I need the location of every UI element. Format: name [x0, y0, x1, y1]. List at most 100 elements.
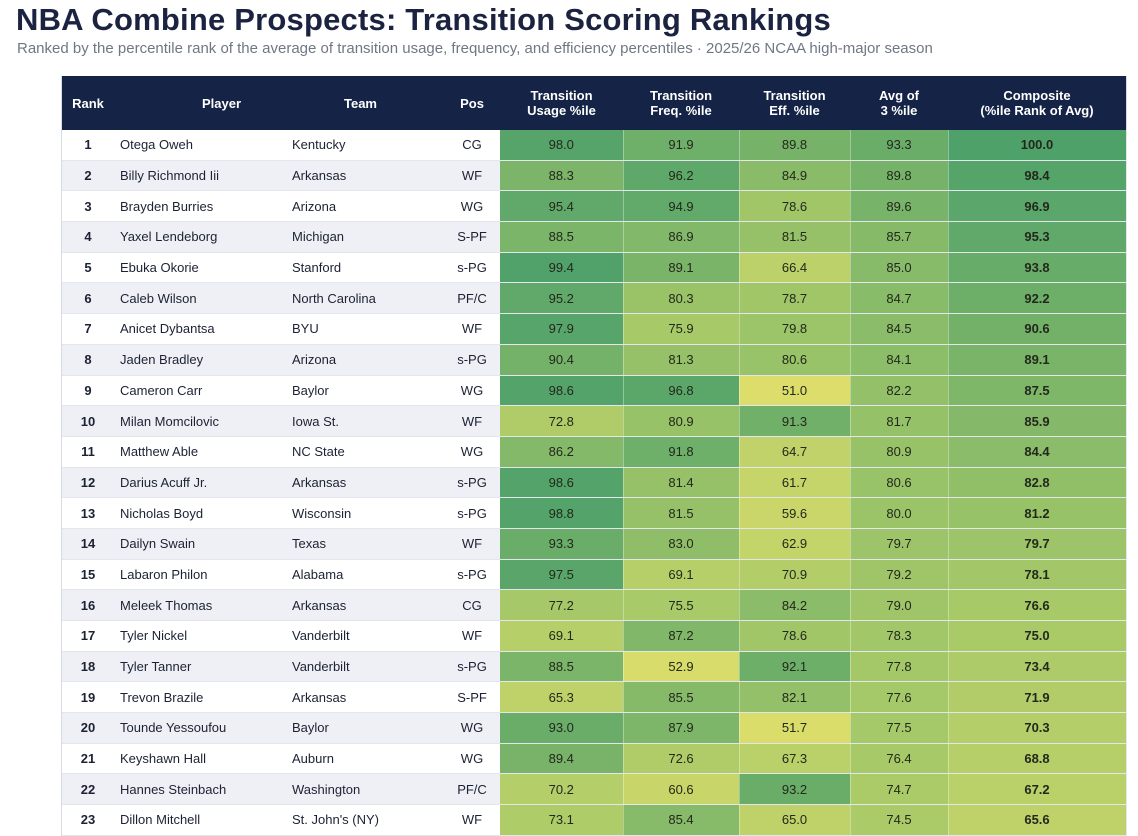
column-header-rank[interactable]: Rank — [62, 76, 114, 130]
cell-avg: 84.7 — [850, 282, 949, 315]
cell-player: Ebuka Okorie — [114, 252, 286, 284]
cell-comp: 98.4 — [948, 160, 1127, 192]
cell-team: Washington — [286, 773, 444, 806]
cell-rank: 18 — [62, 651, 114, 683]
table-row[interactable]: 20 Tounde Yessoufou Baylor WG 93.0 87.9 51.7 77… — [62, 712, 1127, 744]
table-row[interactable]: 2 Billy Richmond Iii Arkansas WF 88.3 96.2 84.… — [62, 160, 1127, 192]
cell-freq: 52.9 — [623, 651, 740, 683]
cell-team: Arkansas — [286, 160, 444, 192]
cell-player: Tyler Tanner — [114, 651, 286, 683]
cell-pos: s-PG — [444, 651, 500, 683]
table-row[interactable]: 8 Jaden Bradley Arizona s-PG 90.4 81.3 80.6 84.… — [62, 344, 1127, 376]
cell-eff: 61.7 — [739, 467, 851, 499]
cell-freq: 96.8 — [623, 375, 740, 407]
cell-pos: WG — [444, 743, 500, 775]
cell-pos: CG — [444, 589, 500, 621]
cell-freq: 60.6 — [623, 773, 740, 806]
cell-avg: 74.5 — [850, 804, 949, 836]
cell-freq: 75.5 — [623, 589, 740, 621]
table-row[interactable]: 13 Nicholas Boyd Wisconsin s-PG 98.8 81.5 59.6… — [62, 497, 1127, 529]
cell-avg: 80.9 — [850, 436, 949, 468]
cell-pos: WF — [444, 405, 500, 437]
cell-avg: 82.2 — [850, 375, 949, 407]
column-header-line2: (%ile Rank of Avg) — [980, 103, 1094, 118]
cell-usage: 86.2 — [500, 436, 624, 468]
table-row[interactable]: 7 Anicet Dybantsa BYU WF 97.9 75.9 79.8 84.5 90.… — [62, 313, 1127, 345]
cell-pos: PF/C — [444, 773, 500, 806]
cell-rank: 3 — [62, 190, 114, 223]
cell-usage: 98.8 — [500, 497, 624, 529]
cell-player: Matthew Able — [114, 436, 286, 468]
cell-player: Otega Oweh — [114, 130, 286, 161]
cell-freq: 87.2 — [623, 620, 740, 652]
table-row[interactable]: 9 Cameron Carr Baylor WG 98.6 96.8 51.0 82.2 87.… — [62, 375, 1127, 407]
cell-usage: 97.5 — [500, 559, 624, 591]
cell-comp: 78.1 — [948, 559, 1127, 591]
table-row[interactable]: 10 Milan Momcilovic Iowa St. WF 72.8 80.9 91.3… — [62, 405, 1127, 437]
cell-avg: 78.3 — [850, 620, 949, 652]
table-row[interactable]: 5 Ebuka Okorie Stanford s-PG 99.4 89.1 66.4 85.… — [62, 252, 1127, 284]
cell-rank: 19 — [62, 681, 114, 714]
table-row[interactable]: 21 Keyshawn Hall Auburn WG 89.4 72.6 67.3 76.4 6… — [62, 743, 1127, 775]
cell-pos: WF — [444, 160, 500, 192]
column-header-comp[interactable]: Composite (%ile Rank of Avg) — [948, 76, 1126, 130]
table-row[interactable]: 4 Yaxel Lendeborg Michigan S-PF 88.5 86.9 81.5… — [62, 221, 1127, 253]
cell-player: Darius Acuff Jr. — [114, 467, 286, 499]
cell-team: Vanderbilt — [286, 620, 444, 652]
cell-freq: 94.9 — [623, 190, 740, 223]
column-header-line1: Rank — [72, 95, 104, 111]
cell-avg: 79.7 — [850, 528, 949, 560]
table-row[interactable]: 23 Dillon Mitchell St. John's (NY) WF 73.1 85… — [62, 804, 1127, 836]
cell-freq: 80.9 — [623, 405, 740, 437]
table-row[interactable]: 14 Dailyn Swain Texas WF 93.3 83.0 62.9 79.7 79.… — [62, 528, 1127, 560]
table-row[interactable]: 17 Tyler Nickel Vanderbilt WF 69.1 87.2 78.6 78… — [62, 620, 1127, 652]
column-header-pos[interactable]: Pos — [444, 76, 500, 130]
cell-avg: 89.8 — [850, 160, 949, 192]
cell-usage: 89.4 — [500, 743, 624, 775]
column-header-player[interactable]: Player — [114, 76, 286, 130]
cell-avg: 77.6 — [850, 681, 949, 714]
cell-player: Milan Momcilovic — [114, 405, 286, 437]
table-row[interactable]: 15 Labaron Philon Alabama s-PG 97.5 69.1 70.9 7… — [62, 559, 1127, 591]
column-header-line1: Pos — [460, 95, 484, 111]
cell-freq: 83.0 — [623, 528, 740, 560]
cell-eff: 51.7 — [739, 712, 851, 744]
cell-rank: 2 — [62, 160, 114, 192]
cell-usage: 73.1 — [500, 804, 624, 836]
cell-freq: 69.1 — [623, 559, 740, 591]
column-header-team[interactable]: Team — [286, 76, 444, 130]
table-row[interactable]: 1 Otega Oweh Kentucky CG 98.0 91.9 89.8 93.3 100… — [62, 130, 1127, 161]
cell-pos: WF — [444, 313, 500, 345]
cell-eff: 78.6 — [739, 620, 851, 652]
cell-eff: 66.4 — [739, 252, 851, 284]
table-row[interactable]: 3 Brayden Burries Arizona WG 95.4 94.9 78.6 89.… — [62, 190, 1127, 223]
cell-eff: 78.6 — [739, 190, 851, 223]
cell-usage: 98.0 — [500, 130, 624, 161]
cell-avg: 84.1 — [850, 344, 949, 376]
cell-comp: 95.3 — [948, 221, 1127, 253]
table-row[interactable]: 19 Trevon Brazile Arkansas S-PF 65.3 85.5 82.1… — [62, 681, 1127, 714]
cell-usage: 97.9 — [500, 313, 624, 345]
cell-eff: 80.6 — [739, 344, 851, 376]
table-row[interactable]: 18 Tyler Tanner Vanderbilt s-PG 88.5 52.9 92.1… — [62, 651, 1127, 683]
column-header-line2: Freq. %ile — [650, 103, 712, 118]
table-row[interactable]: 12 Darius Acuff Jr. Arkansas s-PG 98.6 81.4 61… — [62, 467, 1127, 499]
cell-eff: 62.9 — [739, 528, 851, 560]
cell-eff: 67.3 — [739, 743, 851, 775]
cell-usage: 99.4 — [500, 252, 624, 284]
cell-rank: 16 — [62, 589, 114, 621]
page-title: NBA Combine Prospects: Transition Scorin… — [16, 2, 831, 37]
column-header-freq[interactable]: Transition Freq. %ile — [623, 76, 739, 130]
column-header-avg[interactable]: Avg of 3 %ile — [850, 76, 948, 130]
cell-comp: 100.0 — [948, 130, 1127, 161]
table-row[interactable]: 16 Meleek Thomas Arkansas CG 77.2 75.5 84.2 79.… — [62, 589, 1127, 621]
cell-team: Arkansas — [286, 589, 444, 621]
cell-usage: 95.4 — [500, 190, 624, 223]
table-row[interactable]: 6 Caleb Wilson North Carolina PF/C 95.2 80.3 7… — [62, 282, 1127, 315]
cell-rank: 17 — [62, 620, 114, 652]
cell-team: Baylor — [286, 375, 444, 407]
column-header-usage[interactable]: Transition Usage %ile — [500, 76, 623, 130]
column-header-eff[interactable]: Transition Eff. %ile — [739, 76, 850, 130]
table-row[interactable]: 11 Matthew Able NC State WG 86.2 91.8 64.7 80.9… — [62, 436, 1127, 468]
table-row[interactable]: 22 Hannes Steinbach Washington PF/C 70.2 60.6… — [62, 773, 1127, 806]
